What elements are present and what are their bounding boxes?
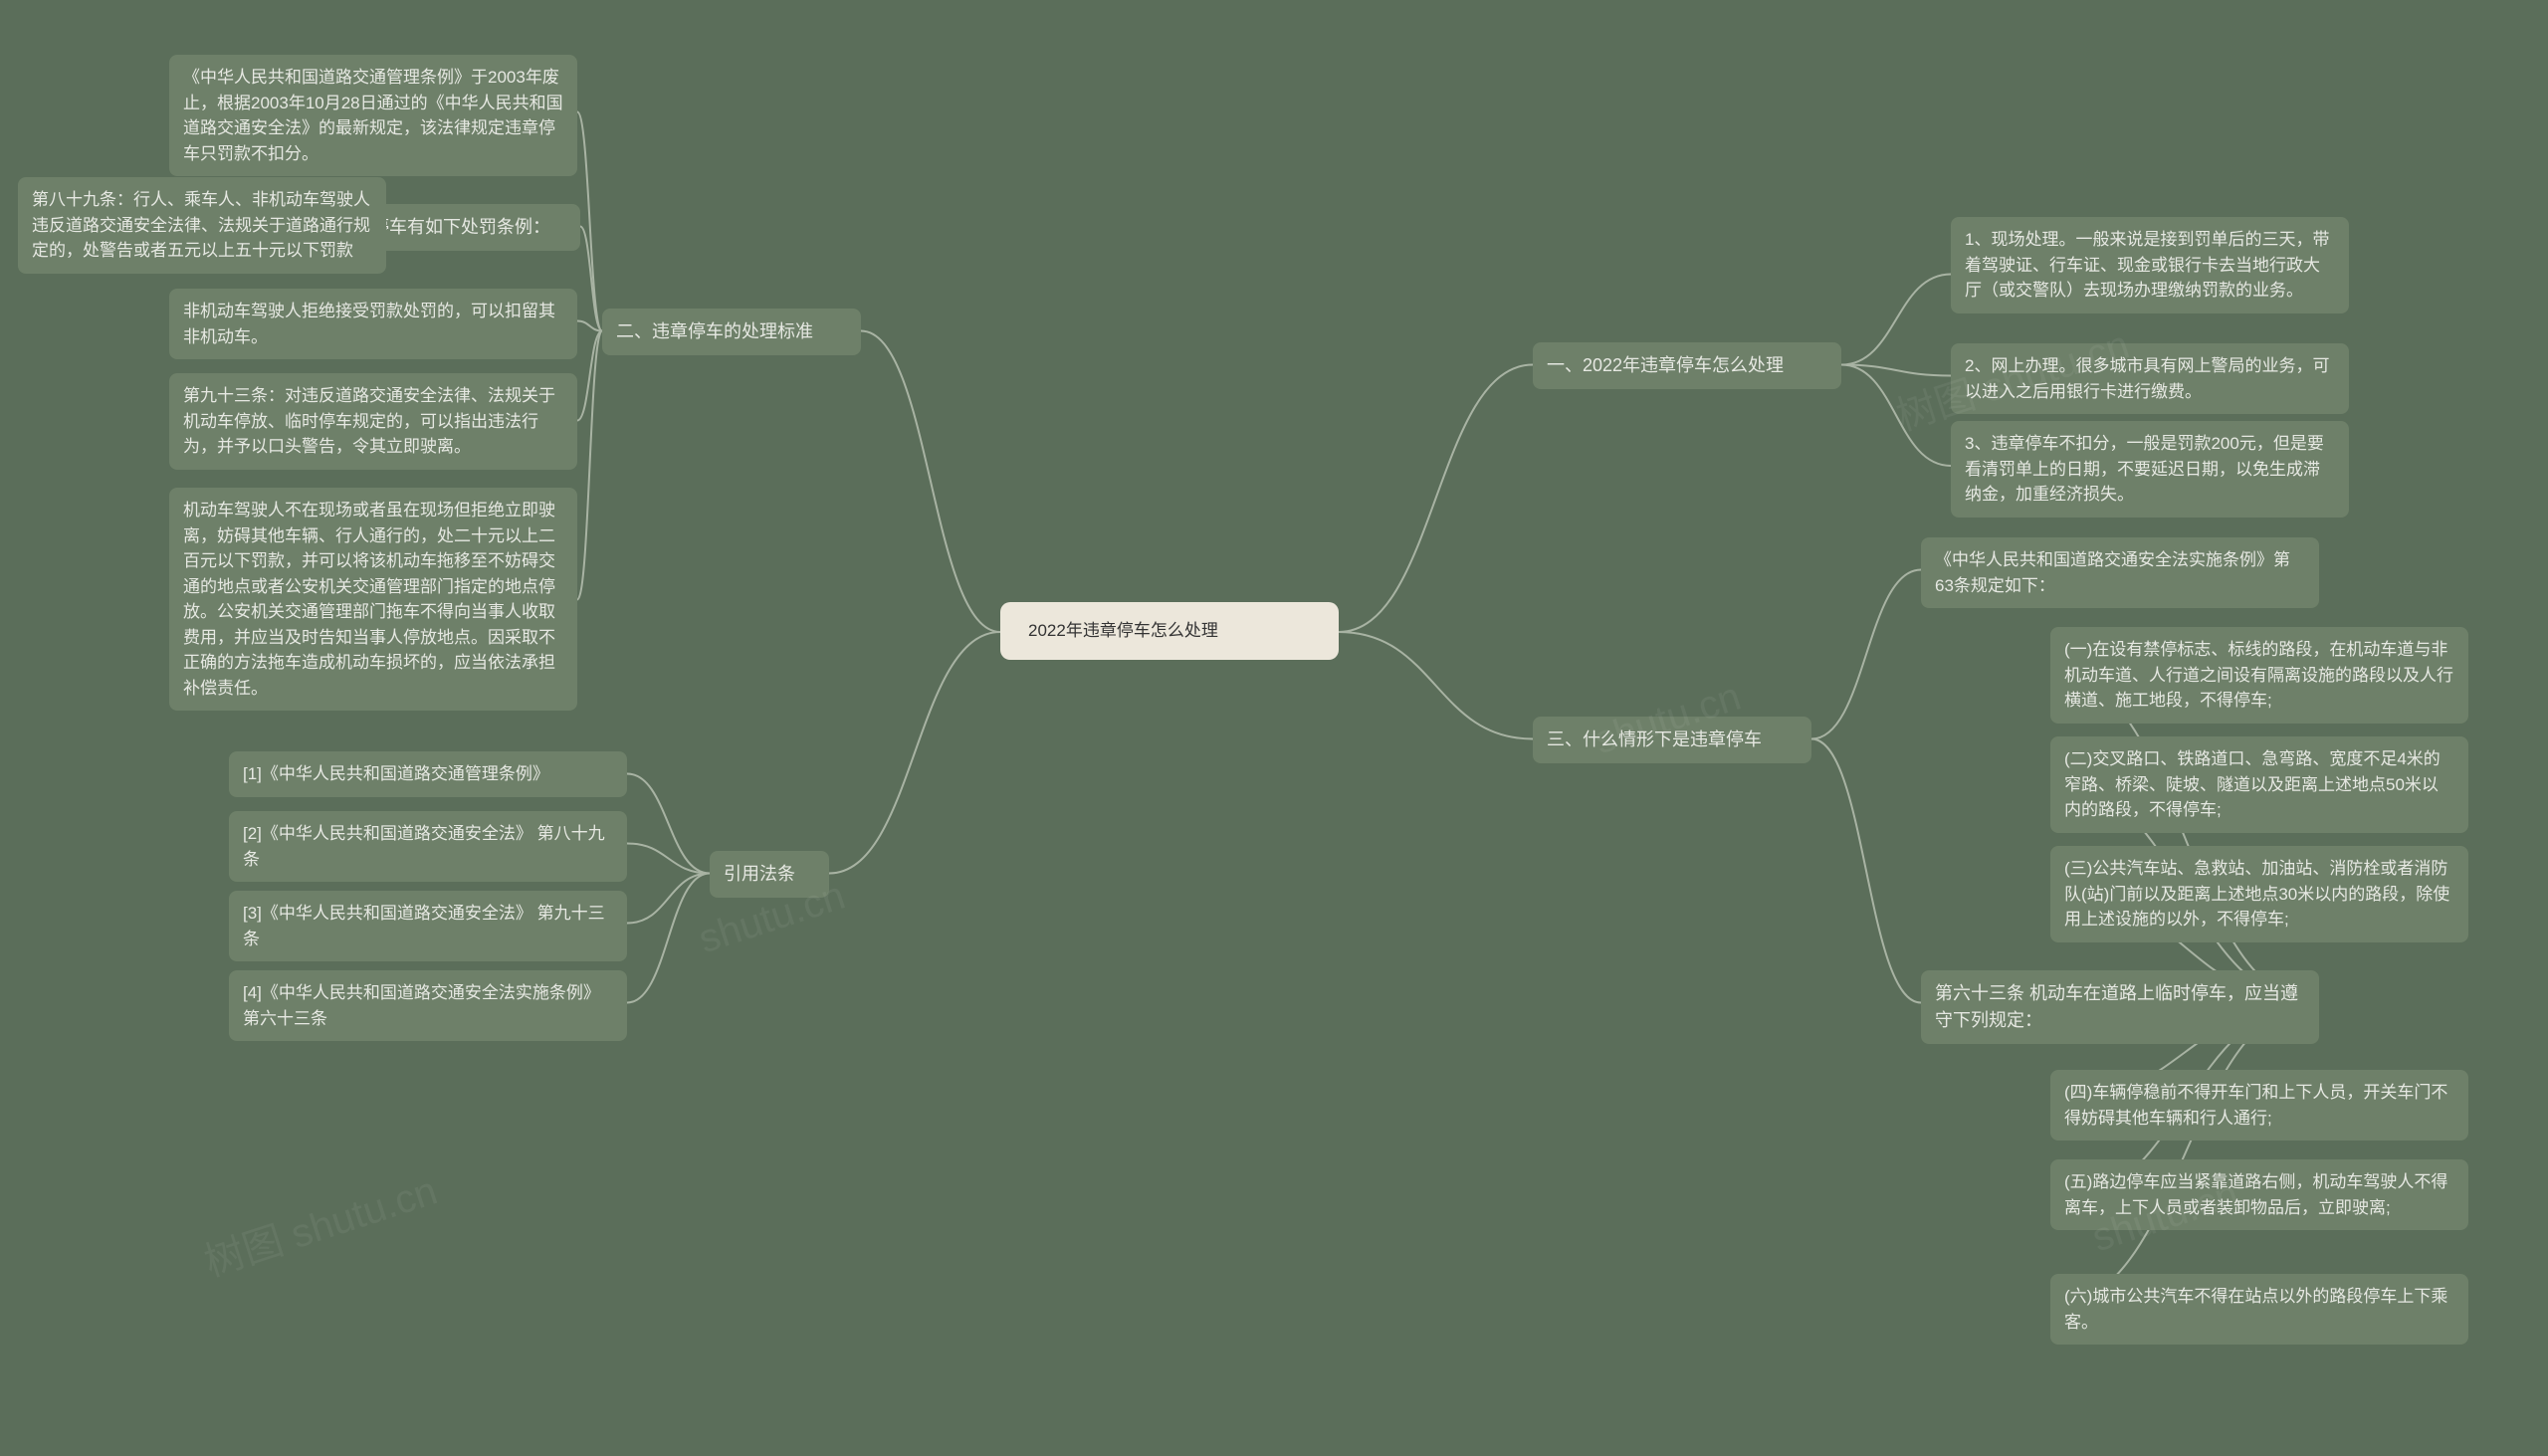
- mindmap-node: [1]《中华人民共和国道路交通管理条例》: [229, 751, 627, 797]
- mindmap-node: (四)车辆停稳前不得开车门和上下人员，开关车门不得妨碍其他车辆和行人通行;: [2050, 1070, 2468, 1141]
- mindmap-node: [2]《中华人民共和国道路交通安全法》 第八十九条: [229, 811, 627, 882]
- mindmap-node: 2022年违章停车怎么处理: [1000, 602, 1339, 660]
- mindmap-node: (三)公共汽车站、急救站、加油站、消防栓或者消防队(站)门前以及距离上述地点30…: [2050, 846, 2468, 942]
- mindmap-node: 《中华人民共和国道路交通管理条例》于2003年废止，根据2003年10月28日通…: [169, 55, 577, 176]
- mindmap-node: (五)路边停车应当紧靠道路右侧，机动车驾驶人不得离车，上下人员或者装卸物品后，立…: [2050, 1159, 2468, 1230]
- mindmap-node: 第八十九条：行人、乘车人、非机动车驾驶人违反道路交通安全法律、法规关于道路通行规…: [18, 177, 386, 274]
- mindmap-node: (二)交叉路口、铁路道口、急弯路、宽度不足4米的窄路、桥梁、陡坡、隧道以及距离上…: [2050, 736, 2468, 833]
- mindmap-node: 非机动车驾驶人拒绝接受罚款处罚的，可以扣留其非机动车。: [169, 289, 577, 359]
- mindmap-node: 第九十三条：对违反道路交通安全法律、法规关于机动车停放、临时停车规定的，可以指出…: [169, 373, 577, 470]
- mindmap-node: (一)在设有禁停标志、标线的路段，在机动车道与非机动车道、人行道之间设有隔离设施…: [2050, 627, 2468, 724]
- mindmap-node: (六)城市公共汽车不得在站点以外的路段停车上下乘客。: [2050, 1274, 2468, 1345]
- mindmap-node: 1、现场处理。一般来说是接到罚单后的三天，带着驾驶证、行车证、现金或银行卡去当地…: [1951, 217, 2349, 313]
- mindmap-node: 3、违章停车不扣分，一般是罚款200元，但是要看清罚单上的日期，不要延迟日期，以…: [1951, 421, 2349, 518]
- mindmap-node: 2、网上办理。很多城市具有网上警局的业务，可以进入之后用银行卡进行缴费。: [1951, 343, 2349, 414]
- mindmap-node: 第六十三条 机动车在道路上临时停车，应当遵守下列规定：: [1921, 970, 2319, 1044]
- mindmap-node: 机动车驾驶人不在现场或者虽在现场但拒绝立即驶离，妨碍其他车辆、行人通行的，处二十…: [169, 488, 577, 711]
- mindmap-node: [3]《中华人民共和国道路交通安全法》 第九十三条: [229, 891, 627, 961]
- mindmap-canvas: 2022年违章停车怎么处理 一、2022年违章停车怎么处理 1、现场处理。一般来说是…: [0, 0, 2548, 1456]
- mindmap-node: 三、什么情形下是违章停车: [1533, 717, 1811, 763]
- mindmap-node: 二、违章停车的处理标准: [602, 309, 861, 355]
- watermark: 树图 shutu.cn: [196, 1158, 443, 1288]
- mindmap-node: 《中华人民共和国道路交通安全法实施条例》第63条规定如下：: [1921, 537, 2319, 608]
- mindmap-node: [4]《中华人民共和国道路交通安全法实施条例》 第六十三条: [229, 970, 627, 1041]
- mindmap-node: 一、2022年违章停车怎么处理: [1533, 342, 1841, 389]
- mindmap-node: 引用法条: [710, 851, 829, 898]
